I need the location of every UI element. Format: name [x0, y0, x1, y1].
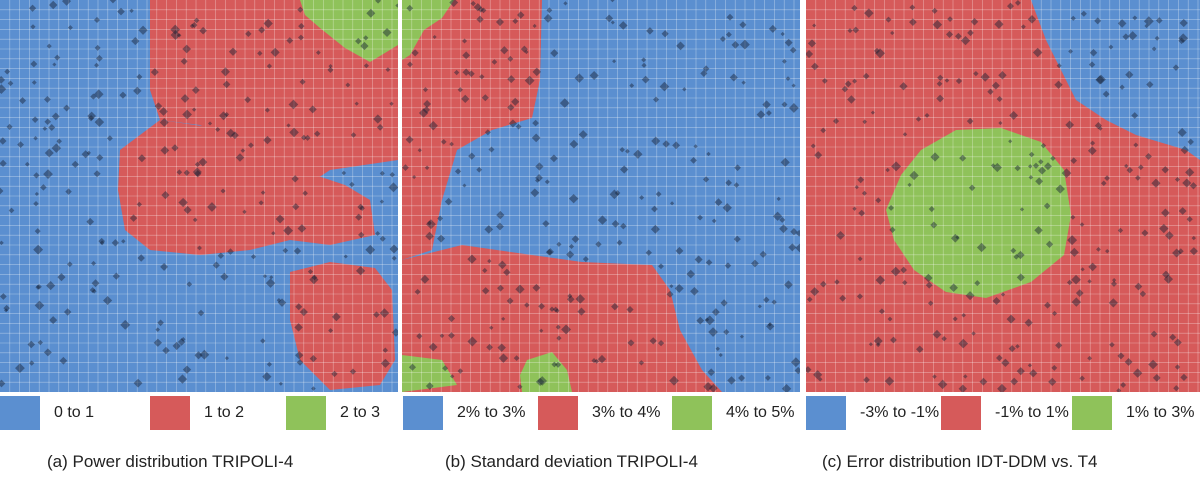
legend: 0 to 1 1 to 2 2 to 3 2% to 3% 3% to 4% 4… [0, 396, 1200, 430]
mesh-grid [806, 0, 1200, 392]
legend-label: 4% to 5% [726, 404, 795, 421]
legend-label: -1% to 1% [995, 404, 1069, 421]
legend-item-a-1: 1 to 2 [150, 396, 244, 430]
region-red-bottom [402, 245, 722, 392]
legend-swatch-blue [806, 396, 846, 430]
legend-swatch-blue [0, 396, 40, 430]
region-red-center [118, 120, 375, 255]
standard-deviation-map [402, 0, 800, 392]
legend-label: 2 to 3 [340, 404, 381, 421]
error-distribution-map-svg [806, 0, 1200, 392]
legend-label: 3% to 4% [592, 404, 661, 421]
mesh-grid [402, 0, 800, 392]
legend-item-b-1: 3% to 4% [538, 396, 660, 430]
mesh-grid [0, 0, 398, 392]
region-blue-top-right [1031, 0, 1200, 160]
region-green-center [886, 128, 1071, 298]
legend-label: 0 to 1 [54, 404, 95, 421]
region-green-bottom-center [520, 352, 572, 392]
legend-item-c-0: -3% to -1% [806, 396, 939, 430]
region-green-corner [300, 0, 398, 62]
caption-b: (b) Standard deviation TRIPOLI-4 [445, 452, 698, 471]
mesh-markers [0, 0, 398, 391]
legend-swatch-red [538, 396, 578, 430]
legend-item-b-2: 4% to 5% [672, 396, 794, 430]
legend-item-a-2: 2 to 3 [286, 396, 380, 430]
power-distribution-map-svg [0, 0, 398, 392]
caption-c: (c) Error distribution IDT-DDM vs. T4 [822, 452, 1098, 471]
region-green-top-left [402, 0, 454, 60]
standard-deviation-map-svg [402, 0, 800, 392]
region-red-top [150, 0, 398, 200]
legend-swatch-blue [403, 396, 443, 430]
legend-swatch-green [286, 396, 326, 430]
legend-swatch-red [941, 396, 981, 430]
region-red-bottom-right [290, 262, 395, 390]
legend-swatch-red [150, 396, 190, 430]
region-green-bottom-left [402, 355, 457, 392]
legend-item-c-1: -1% to 1% [941, 396, 1069, 430]
error-distribution-map [806, 0, 1200, 392]
mesh-markers [806, 0, 1198, 392]
legend-swatch-green [1072, 396, 1112, 430]
legend-item-c-2: 1% to 3% [1072, 396, 1194, 430]
legend-item-b-0: 2% to 3% [403, 396, 525, 430]
power-distribution-map [0, 0, 398, 392]
legend-label: 1% to 3% [1126, 404, 1195, 421]
legend-swatch-green [672, 396, 712, 430]
caption-a: (a) Power distribution TRIPOLI-4 [47, 452, 294, 471]
region-red-top-left [402, 0, 542, 260]
legend-item-a-0: 0 to 1 [0, 396, 94, 430]
legend-label: -3% to -1% [860, 404, 940, 421]
legend-label: 1 to 2 [204, 404, 245, 421]
legend-label: 2% to 3% [457, 404, 526, 421]
